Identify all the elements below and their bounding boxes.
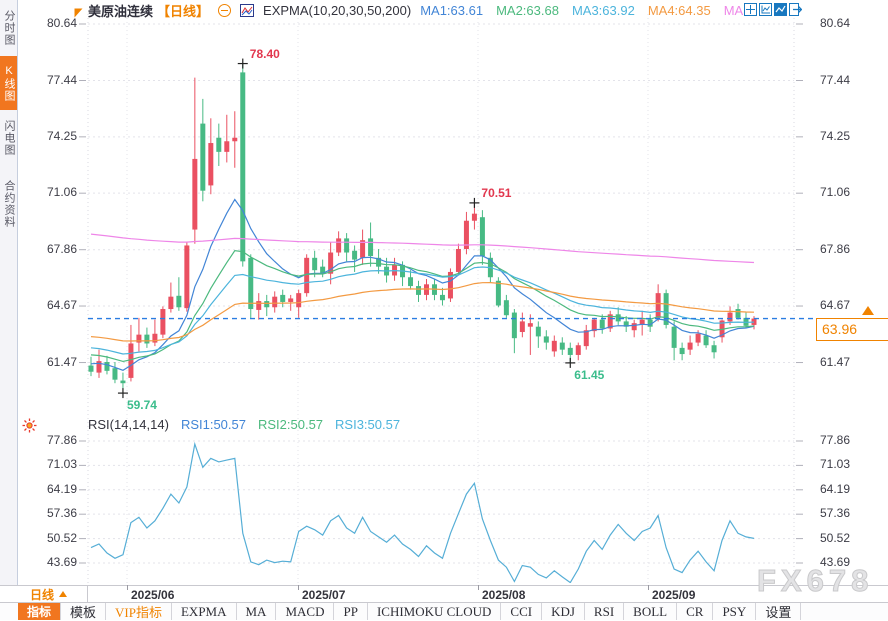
collapse-circle-icon[interactable]	[218, 4, 232, 17]
sun-icon[interactable]	[22, 418, 37, 433]
toolbar-item-psy[interactable]: PSY	[713, 603, 757, 620]
axis-scale-icon[interactable]	[759, 3, 772, 16]
toolbar-item-cr[interactable]: CR	[677, 603, 714, 620]
rsi-axis-label-left: 43.69	[46, 554, 77, 569]
toolbar-item-vip指标[interactable]: VIP指标	[106, 603, 172, 620]
toolbar-item-指标[interactable]: 指标	[18, 603, 62, 620]
price-axis-label-right: 77.44	[820, 72, 851, 87]
rsi-value-2: RSI2:50.57	[257, 417, 324, 432]
toolbar-item-ichimoku-cloud[interactable]: ICHIMOKU CLOUD	[368, 603, 502, 620]
rsi-axis-label-right: 71.03	[820, 457, 851, 472]
sidebar-tab-1[interactable]: 分时图	[3, 10, 15, 46]
ma-values: MA1:63.61 MA2:63.68 MA3:63.92 MA4:64.35 MA5:	[420, 3, 754, 18]
detach-window-icon[interactable]	[789, 3, 802, 16]
rsi-axis-label-right: 77.86	[820, 433, 851, 447]
mini-chart-icon	[240, 4, 255, 17]
price-axis-label-right: 67.86	[820, 241, 851, 256]
rsi-axis-label-left: 64.19	[46, 481, 77, 496]
ma-value-2: MA2:63.68	[496, 3, 559, 18]
ma-value-1: MA1:63.61	[420, 3, 484, 18]
rsi-indicator-label: RSI(14,14,14)	[88, 417, 169, 432]
period-tag: 【日线】	[157, 4, 210, 19]
rsi-values: RSI1:50.57 RSI2:50.57 RSI3:50.57	[181, 417, 400, 432]
price-axis-label-left: 67.86	[46, 241, 77, 256]
period-selector-label: 日线	[30, 587, 55, 602]
indicator-label: EXPMA(10,20,30,50,200)	[263, 3, 412, 18]
sidebar-tab-4[interactable]: 合约资料	[3, 180, 15, 228]
toolbar-item-rsi[interactable]: RSI	[585, 603, 625, 620]
toolbar-item-pp[interactable]: PP	[334, 603, 368, 620]
price-axis-label-right: 71.06	[820, 185, 851, 200]
high-price-annotation: 70.51	[481, 185, 512, 200]
low-price-annotation: 61.45	[574, 367, 605, 382]
price-up-arrow-icon	[862, 306, 874, 315]
sidebar-tab-2[interactable]: K线图	[0, 56, 17, 110]
rsi-axis-label-right: 50.52	[820, 530, 851, 545]
ma-value-3: MA3:63.92	[571, 3, 635, 18]
rsi-axis-label-right: 43.69	[820, 554, 851, 569]
x-axis-month-label: 2025/08	[482, 588, 526, 602]
price-axis-label-right: 74.25	[820, 128, 851, 143]
rsi-axis-label-left: 77.86	[46, 433, 77, 447]
rsi-value-1: RSI1:50.57	[180, 417, 246, 432]
crosshair-icon[interactable]	[744, 3, 757, 16]
price-axis-label-left: 74.25	[46, 128, 77, 143]
rsi-value-3: RSI3:50.57	[335, 417, 401, 432]
rsi-axis-label-left: 50.52	[46, 530, 77, 545]
price-axis-label-left: 80.64	[46, 16, 77, 30]
sidebar-tab-3[interactable]: 闪电图	[3, 120, 15, 156]
toolbar-item-ma[interactable]: MA	[237, 603, 277, 620]
price-axis-label-right: 61.47	[820, 354, 851, 369]
price-axis-label-left: 71.06	[46, 185, 77, 200]
triangle-up-icon	[59, 591, 68, 597]
rsi-axis-label-right: 64.19	[820, 481, 851, 496]
indicator-toolbar: 指标 模板 VIP指标 EXPMA MA MACD PP ICHIMOKU CLOUD CCI K…	[0, 602, 888, 620]
price-axis-label-left: 61.47	[46, 354, 77, 369]
x-axis-month-label: 2025/09	[652, 588, 696, 602]
toolbar-item-设置[interactable]: 设置	[756, 603, 802, 620]
toolbar-item-kdj[interactable]: KDJ	[542, 603, 585, 620]
low-price-annotation: 59.74	[126, 398, 157, 413]
x-axis-month-label: 2025/07	[302, 588, 346, 602]
x-axis-tick	[648, 585, 649, 590]
price-axis-label-right: 64.67	[820, 298, 851, 313]
toolbar-item-boll[interactable]: BOLL	[624, 603, 678, 620]
window-icon-group	[744, 3, 802, 16]
toolbar-item-模板[interactable]: 模板	[61, 603, 107, 620]
price-axis-label-left: 77.44	[46, 72, 77, 87]
high-price-annotation: 78.40	[249, 46, 280, 61]
kline-header: 美原油连续 【日线】 EXPMA(10,20,30,50,200) MA1:63…	[88, 2, 754, 19]
rsi-axis-label-right: 57.36	[820, 506, 851, 521]
x-axis-month-label: 2025/06	[131, 588, 175, 602]
price-axis-label-right: 80.64	[820, 16, 851, 30]
rsi-axis-label-left: 71.03	[46, 457, 77, 472]
x-axis-tick	[478, 585, 479, 590]
left-tab-bar: 分时图 K线图闪电图合约资料	[0, 0, 18, 585]
price-axis-label-left: 64.67	[46, 298, 77, 313]
x-axis-tick	[127, 585, 128, 590]
kline-panel-icon[interactable]	[774, 3, 787, 16]
last-price-tag: 63.96	[816, 318, 888, 341]
rsi-header: RSI(14,14,14) RSI1:50.57 RSI2:50.57 RSI3:5…	[88, 417, 400, 432]
symbol-title: 美原油连续	[88, 4, 154, 19]
toolbar-item-expma[interactable]: EXPMA	[172, 603, 237, 620]
x-axis-row	[0, 585, 888, 603]
rsi-axis-label-left: 57.36	[46, 506, 77, 521]
toolbar-item-macd[interactable]: MACD	[276, 603, 335, 620]
ma-value-4: MA4:64.35	[647, 3, 711, 18]
x-axis-tick	[298, 585, 299, 590]
toolbar-item-cci[interactable]: CCI	[501, 603, 543, 620]
chart-canvas[interactable]	[0, 0, 888, 585]
period-selector[interactable]: 日线	[18, 586, 88, 602]
collapse-sidebar-icon[interactable]	[74, 8, 83, 18]
